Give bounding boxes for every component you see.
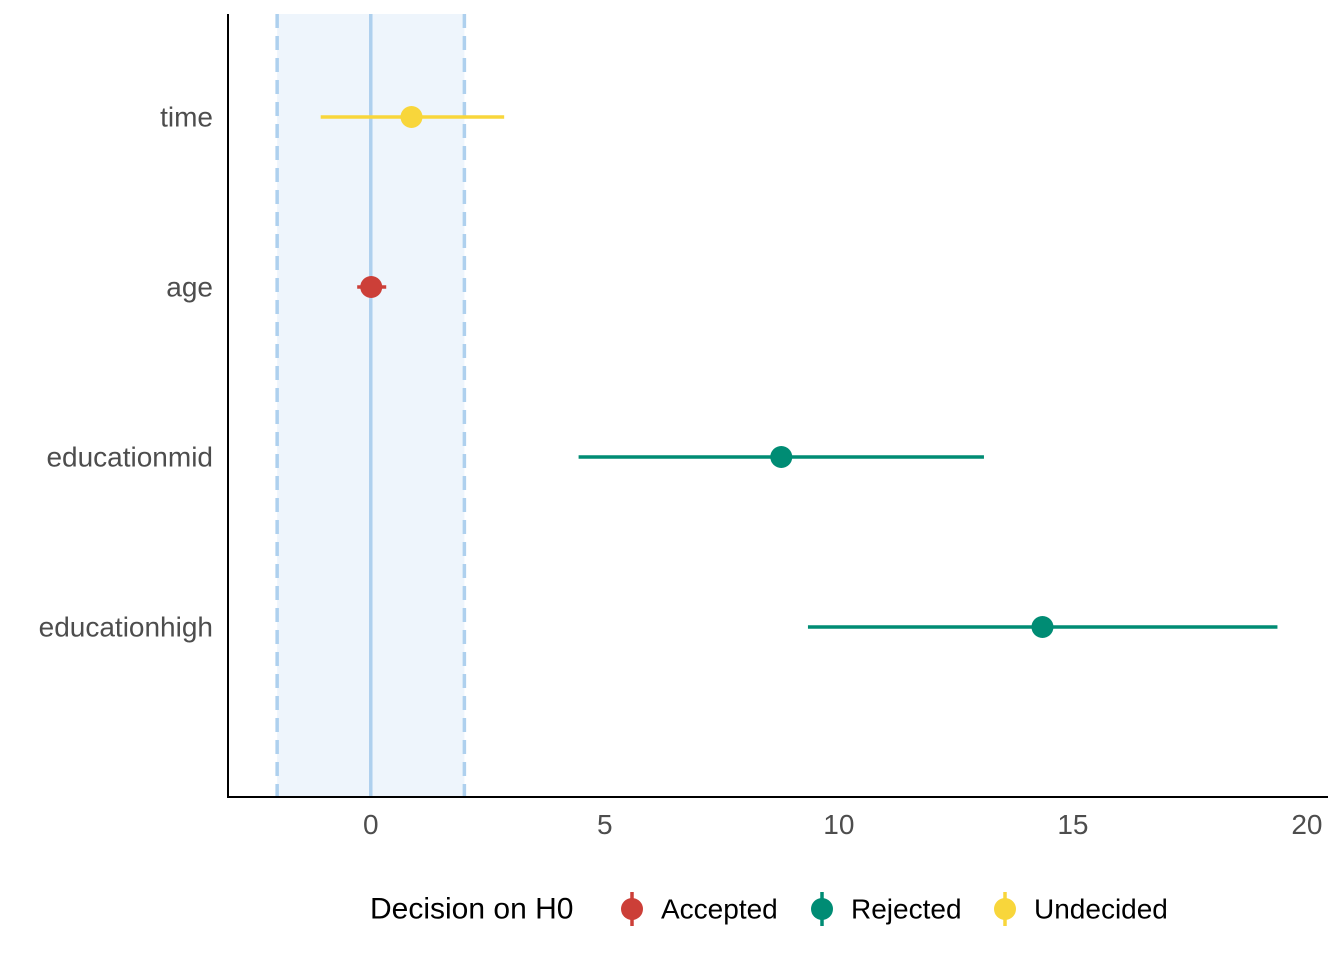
legend-label: Undecided xyxy=(1034,894,1168,925)
y-tick-label-age: age xyxy=(166,272,213,303)
legend-key-point xyxy=(621,898,643,920)
estimates xyxy=(320,106,1278,638)
estimate-educationmid xyxy=(578,446,984,468)
point-educationmid xyxy=(770,446,793,468)
axes xyxy=(227,14,1328,798)
x-tick-labels: 0 5 10 15 20 xyxy=(363,809,1323,840)
legend-title: Decision on H0 xyxy=(370,893,573,926)
legend-item-accepted: Accepted xyxy=(621,892,778,926)
legend-label: Accepted xyxy=(661,894,778,925)
y-tick-labels: time age educationmid educationhigh xyxy=(39,102,213,643)
point-time xyxy=(400,106,423,128)
estimate-educationhigh xyxy=(807,616,1278,638)
y-tick-label-educationhigh: educationhigh xyxy=(39,612,213,643)
legend-key-point xyxy=(811,898,833,920)
y-tick-label-time: time xyxy=(160,102,213,133)
estimate-age xyxy=(357,276,387,298)
x-tick-label-20: 20 xyxy=(1291,809,1322,840)
y-tick-label-educationmid: educationmid xyxy=(46,442,213,473)
legend-item-rejected: Rejected xyxy=(811,892,962,926)
legend-label: Rejected xyxy=(851,894,962,925)
legend-item-undecided: Undecided xyxy=(994,892,1168,926)
legend-key-point xyxy=(994,898,1016,920)
x-tick-label-10: 10 xyxy=(823,809,854,840)
rope-region xyxy=(275,14,467,797)
point-educationhigh xyxy=(1031,616,1054,638)
point-age xyxy=(360,276,383,298)
x-tick-label-5: 5 xyxy=(597,809,613,840)
x-tick-label-15: 15 xyxy=(1057,809,1088,840)
x-tick-label-0: 0 xyxy=(363,809,379,840)
estimate-time xyxy=(320,106,505,128)
legend: Decision on H0 Accepted Rejected Undecided xyxy=(370,892,1168,926)
